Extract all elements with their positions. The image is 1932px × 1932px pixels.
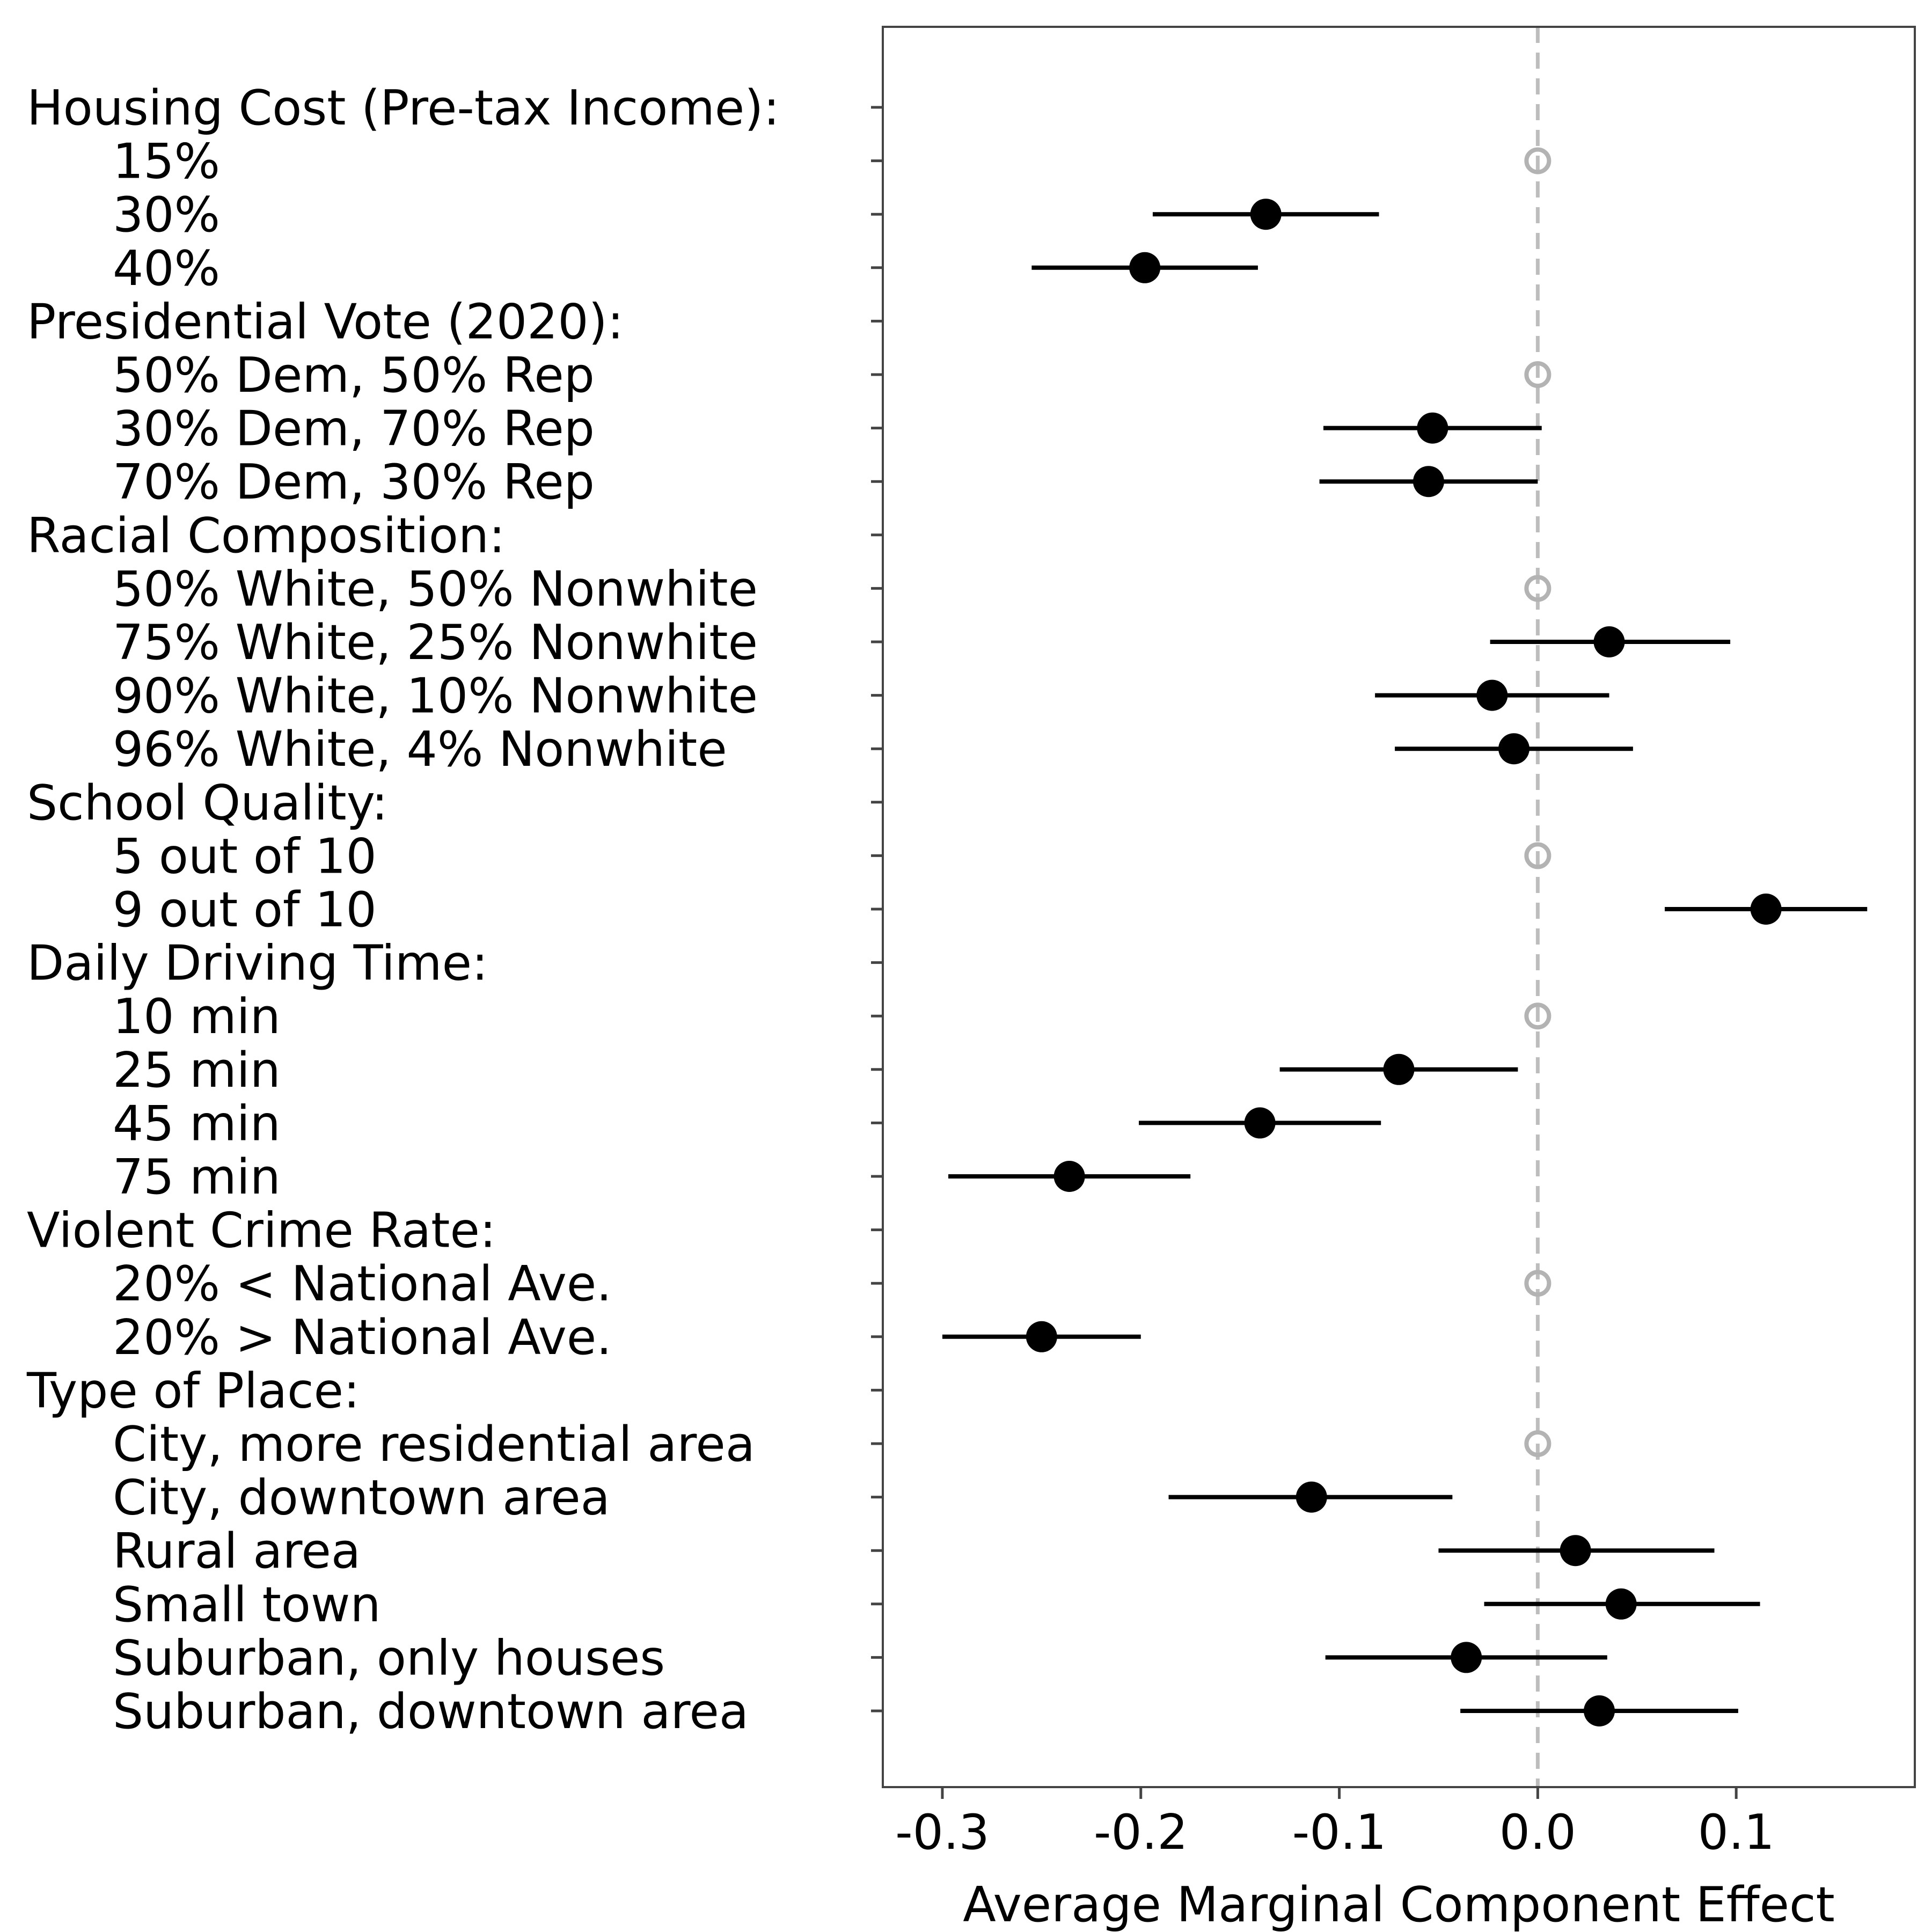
point-estimate <box>1244 1107 1276 1139</box>
baseline-marker <box>1524 842 1552 869</box>
level-label: 75% White, 25% Nonwhite <box>113 614 758 671</box>
level-label: 10 min <box>113 989 281 1045</box>
level-label: 70% Dem, 30% Rep <box>113 454 595 510</box>
point-estimate <box>1605 1588 1637 1620</box>
point-estimate <box>1026 1321 1057 1352</box>
level-label: Rural area <box>113 1523 361 1579</box>
point-estimate <box>1451 1642 1482 1673</box>
level-label: 20% < National Ave. <box>113 1256 612 1312</box>
point-estimate <box>1129 252 1161 283</box>
baseline-marker <box>1524 575 1552 602</box>
level-label: 25 min <box>113 1042 281 1099</box>
level-label: 5 out of 10 <box>113 828 377 884</box>
point-estimate <box>1593 626 1625 657</box>
attribute-header-label: School Quality: <box>27 775 388 831</box>
y-axis-labels: Housing Cost (Pre-tax Income):15%30%40%P… <box>26 80 780 1740</box>
x-tick-label: -0.1 <box>1292 1804 1387 1861</box>
level-label: 45 min <box>113 1095 281 1152</box>
point-estimate <box>1560 1535 1591 1567</box>
y-axis-ticks <box>871 106 883 1713</box>
x-tick-label: -0.3 <box>895 1804 990 1861</box>
point-estimate-layer <box>1026 147 1782 1726</box>
point-estimate <box>1053 1161 1085 1192</box>
level-label: Suburban, only houses <box>113 1630 665 1686</box>
point-estimate <box>1750 894 1782 925</box>
level-label: Small town <box>113 1577 381 1633</box>
level-label: 90% White, 10% Nonwhite <box>113 668 758 724</box>
baseline-marker <box>1524 361 1552 388</box>
level-label: 50% White, 50% Nonwhite <box>113 561 758 617</box>
level-label: 15% <box>113 134 220 190</box>
level-label: 30% Dem, 70% Rep <box>113 401 595 457</box>
baseline-marker <box>1524 1270 1552 1297</box>
point-estimate <box>1413 466 1444 497</box>
point-estimate <box>1250 199 1282 230</box>
point-estimate <box>1584 1695 1615 1726</box>
plot-frame <box>882 26 1916 1788</box>
x-axis-ticks: -0.3 -0.2 -0.1 0.0 0.1 <box>895 1787 1775 1861</box>
level-label: 75 min <box>113 1149 281 1205</box>
attribute-header-label: Daily Driving Time: <box>27 935 488 992</box>
point-estimate <box>1417 412 1448 444</box>
baseline-marker <box>1524 147 1552 174</box>
x-tick-label: 0.1 <box>1698 1804 1775 1861</box>
level-label: 96% White, 4% Nonwhite <box>113 721 727 778</box>
level-label: 20% > National Ave. <box>113 1309 612 1366</box>
x-tick-label: -0.2 <box>1094 1804 1188 1861</box>
point-estimate <box>1296 1481 1327 1513</box>
point-estimate <box>1476 679 1508 711</box>
baseline-marker <box>1524 1002 1552 1030</box>
attribute-header-label: Presidential Vote (2020): <box>27 294 624 350</box>
level-label: 50% Dem, 50% Rep <box>113 347 595 404</box>
point-estimate <box>1498 733 1529 765</box>
level-label: City, more residential area <box>113 1416 755 1473</box>
level-label: 30% <box>113 187 220 243</box>
x-axis-title: Average Marginal Component Effect <box>963 1877 1834 1932</box>
point-estimate <box>1383 1053 1415 1085</box>
level-label: 9 out of 10 <box>113 882 377 938</box>
attribute-header-label: Housing Cost (Pre-tax Income): <box>27 80 780 136</box>
level-label: 40% <box>113 240 220 297</box>
attribute-header-label: Type of Place: <box>26 1363 360 1419</box>
attribute-header-label: Racial Composition: <box>27 508 505 564</box>
x-tick-label: 0.0 <box>1499 1804 1576 1861</box>
level-label: Suburban, downtown area <box>113 1684 749 1740</box>
attribute-header-label: Violent Crime Rate: <box>27 1203 496 1259</box>
level-label: City, downtown area <box>113 1470 610 1526</box>
baseline-marker <box>1524 1430 1552 1457</box>
